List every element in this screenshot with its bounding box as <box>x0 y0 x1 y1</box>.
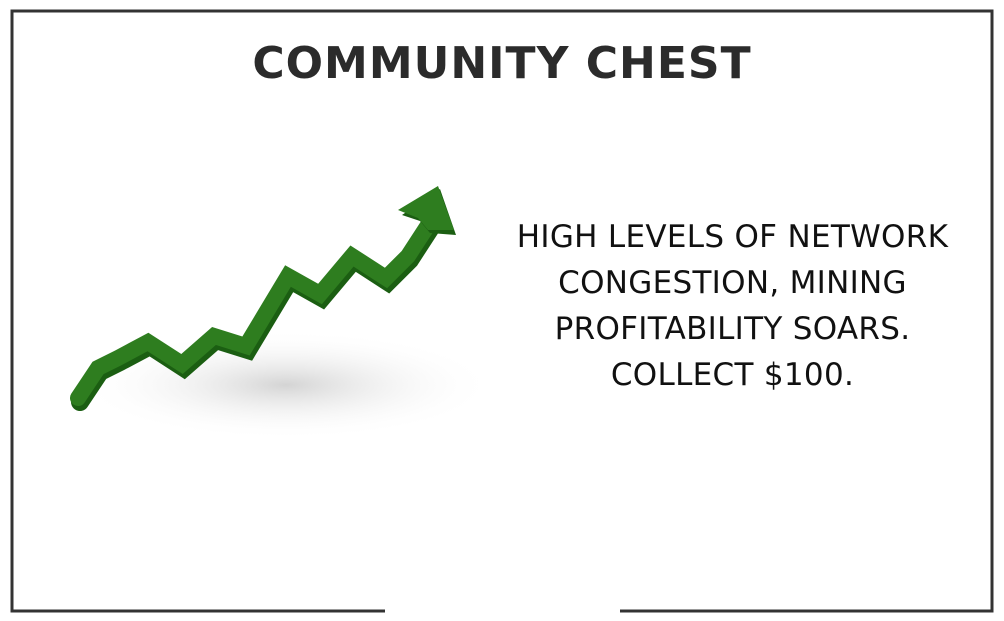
card-message-line: HIGH LEVELS OF NETWORK <box>516 219 949 255</box>
rising-arrow-icon <box>70 186 496 440</box>
card-message: HIGH LEVELS OF NETWORK CONGESTION, MININ… <box>470 214 995 398</box>
card-message-line: COLLECT $100. <box>610 357 855 393</box>
card-message-line: PROFITABILITY SOARS. <box>554 311 911 347</box>
card-message-line: CONGESTION, MINING <box>558 265 907 301</box>
card-title: COMMUNITY CHEST <box>252 38 752 89</box>
